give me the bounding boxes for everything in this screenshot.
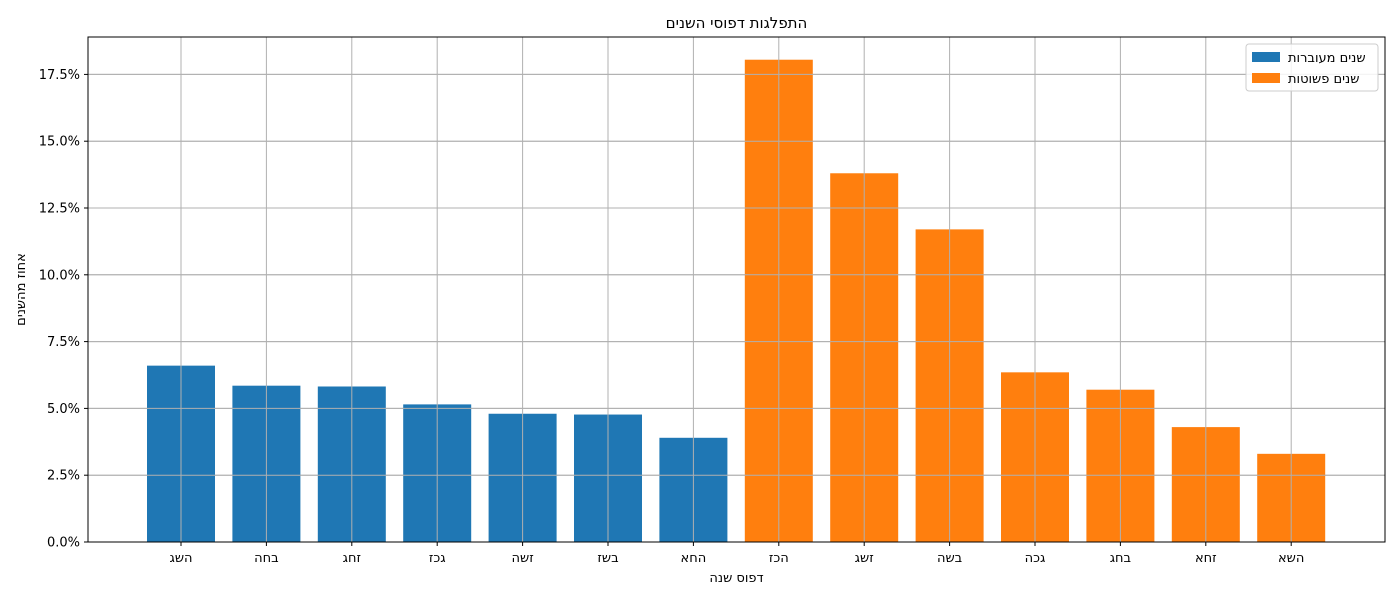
x-tick-label: הכז xyxy=(769,551,789,566)
legend: שנים מעוברות שנים פשוטות xyxy=(1245,43,1379,92)
x-tick-label: בשה xyxy=(937,551,962,566)
x-tick-label: גכז xyxy=(429,551,446,566)
legend-label: שנים מעוברות xyxy=(1288,51,1366,66)
x-tick-label: השג xyxy=(169,551,192,566)
x-tick-label: זשג xyxy=(855,551,874,566)
chart-title: התפלגות דפוסי השנים xyxy=(666,14,808,32)
y-axis-label: אחוז מהשנים xyxy=(14,253,29,326)
plot-area xyxy=(88,37,1385,542)
x-tick-label: זחג xyxy=(343,551,361,566)
x-tick-label: זשה xyxy=(511,551,533,566)
legend-swatch xyxy=(1252,73,1280,83)
x-axis-label: דפוס שנה xyxy=(709,571,763,586)
x-tick-label: גכה xyxy=(1025,551,1046,566)
x-axis-ticks: השג בחה זחג גכז זשה בשז החא הכז זשג בשה גכה בחג זחא ה… xyxy=(169,542,1304,566)
y-axis-ticks: 0.0% 2.5% 5.0% 7.5% 10.0% 12.5% 15.0% 17.5% xyxy=(39,68,88,551)
x-tick-label: בשז xyxy=(597,551,618,566)
y-tick-label: 17.5% xyxy=(39,68,80,83)
legend-swatch xyxy=(1252,52,1280,62)
bars xyxy=(88,37,1385,543)
x-tick-label: בחה xyxy=(254,551,279,566)
y-tick-label: 5.0% xyxy=(47,402,80,417)
y-tick-label: 0.0% xyxy=(47,536,80,551)
plot-frame xyxy=(87,36,1386,543)
x-tick-label: בחג xyxy=(1110,551,1131,566)
y-tick-label: 15.0% xyxy=(39,135,80,150)
x-tick-label: החא xyxy=(681,551,707,566)
x-tick-label: זחא xyxy=(1195,551,1217,566)
legend-label: שנים פשוטות xyxy=(1288,72,1359,87)
y-tick-label: 7.5% xyxy=(47,335,80,350)
x-tick-label: השא xyxy=(1278,551,1304,566)
y-tick-label: 12.5% xyxy=(39,202,80,217)
y-tick-label: 10.0% xyxy=(39,268,80,283)
y-tick-label: 2.5% xyxy=(47,469,80,484)
